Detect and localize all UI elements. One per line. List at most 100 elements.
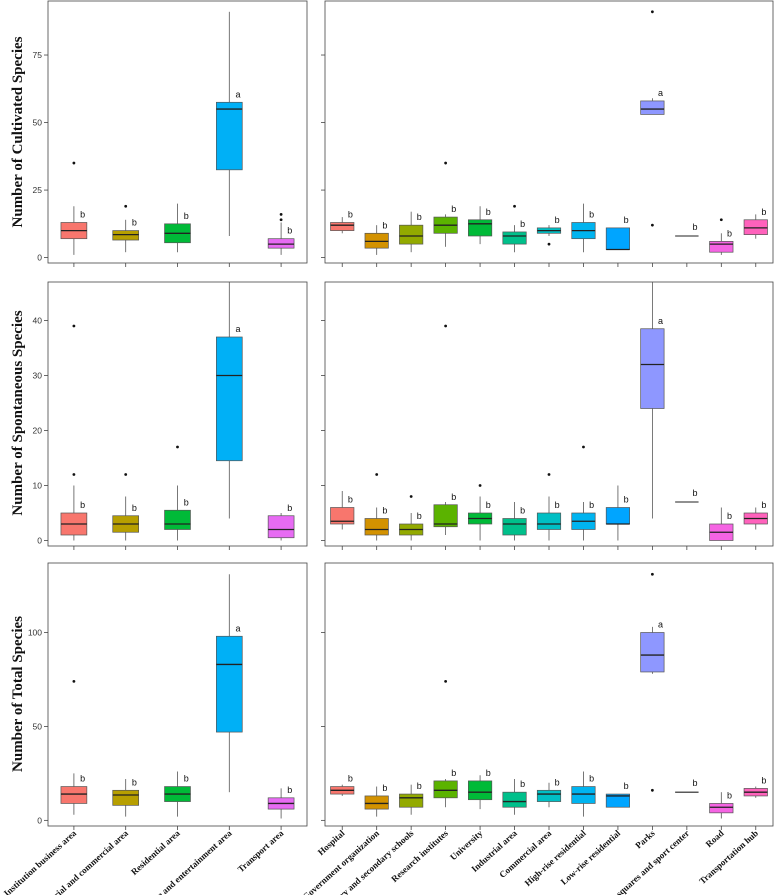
significance-letter: b xyxy=(555,215,560,225)
outlier-point xyxy=(279,218,283,222)
box-leisure-and-entertainment-area: a xyxy=(216,11,243,267)
category-label: High-rise residential xyxy=(523,828,588,888)
iqr-box xyxy=(536,512,562,530)
iqr-box xyxy=(536,789,562,802)
category-label: Transportation hub xyxy=(697,828,760,886)
significance-letter: b xyxy=(417,781,422,791)
category-label: Transport area xyxy=(236,828,286,875)
significance-letter: b xyxy=(451,768,456,778)
y-tick-label: 10 xyxy=(33,481,43,491)
iqr-box xyxy=(640,328,665,409)
iqr-box xyxy=(502,791,527,808)
box-industrial-and-commercial-area: b xyxy=(112,204,139,267)
outlier-point xyxy=(124,473,128,476)
significance-letter: b xyxy=(589,500,594,510)
box-leisure-and-entertainment-area: a xyxy=(216,282,243,550)
box-transportation-hub: b xyxy=(743,500,768,550)
outlier-point xyxy=(444,324,448,328)
y-axis-title: Number of Cultivated Species xyxy=(10,36,26,227)
category-label: Parks xyxy=(633,828,657,851)
y-tick-label: 100 xyxy=(28,628,42,638)
iqr-box xyxy=(433,780,458,799)
significance-letter: b xyxy=(382,220,387,230)
significance-letter: b xyxy=(382,783,387,793)
outlier-point xyxy=(547,473,551,476)
significance-letter: b xyxy=(184,497,189,507)
box-institution-business-area: b xyxy=(60,324,88,550)
iqr-box xyxy=(468,219,493,237)
y-axis-title: Number of Total Species xyxy=(10,616,26,772)
box-low-rise-residential: b xyxy=(605,485,630,550)
outlier-point xyxy=(650,572,654,576)
box-road: b xyxy=(709,507,734,550)
y-tick-label: 0 xyxy=(37,536,42,546)
outlier-point xyxy=(582,445,585,449)
significance-letter: b xyxy=(287,226,292,236)
box-parks: a xyxy=(640,282,665,550)
outlier-point xyxy=(444,161,448,165)
significance-letter: b xyxy=(589,209,594,219)
significance-letter: b xyxy=(692,488,697,498)
significance-letter: b xyxy=(486,768,491,778)
significance-letter: b xyxy=(486,500,491,510)
iqr-box xyxy=(364,795,389,810)
iqr-box xyxy=(364,232,389,249)
iqr-box xyxy=(60,786,88,804)
box-primary-and-secondary-schools: b xyxy=(399,495,424,550)
box-government-organization: b xyxy=(364,220,389,267)
y-tick-label: 25 xyxy=(33,185,43,195)
box-institution-business-area: b xyxy=(60,161,88,267)
outlier-point xyxy=(176,445,179,449)
outlier-point xyxy=(72,324,76,328)
box-industrial-area: b xyxy=(502,204,527,267)
category-label: Residential area xyxy=(129,828,182,877)
box-low-rise-residential: b xyxy=(605,215,630,267)
iqr-box xyxy=(112,230,139,241)
outlier-point xyxy=(72,161,76,165)
iqr-box xyxy=(216,635,243,733)
significance-letter: b xyxy=(417,511,422,521)
significance-letter: b xyxy=(520,506,525,516)
iqr-box xyxy=(216,101,243,171)
outlier-point xyxy=(547,242,551,246)
y-tick-label: 50 xyxy=(33,721,43,731)
significance-letter: b xyxy=(624,781,629,791)
box-transportation-hub: b xyxy=(743,207,768,267)
iqr-box xyxy=(399,793,424,808)
iqr-box xyxy=(216,336,243,462)
outlier-point xyxy=(72,473,76,476)
category-label: Hospital xyxy=(316,828,347,858)
significance-letter: a xyxy=(658,88,663,98)
y-axis-title: Number of Spontaneous Species xyxy=(10,310,26,515)
box-research-institutes: b xyxy=(433,324,458,550)
significance-letter: b xyxy=(692,778,697,788)
iqr-box xyxy=(468,780,493,801)
iqr-box xyxy=(364,518,389,536)
box-transport-area: b xyxy=(267,503,295,550)
significance-letter: b xyxy=(184,211,189,221)
significance-letter: b xyxy=(348,209,353,219)
iqr-box xyxy=(112,789,139,806)
significance-letter: b xyxy=(692,222,697,232)
significance-letter: b xyxy=(417,212,422,222)
box-government-organization: b xyxy=(364,473,389,550)
iqr-box xyxy=(399,224,424,245)
box-commercial-area: b xyxy=(536,473,562,550)
significance-letter: b xyxy=(520,219,525,229)
box-hospital: b xyxy=(330,209,355,267)
box-industrial-and-commercial-area: b xyxy=(112,473,139,550)
box-town-squares-and-sport-center: b xyxy=(675,222,699,267)
iqr-box xyxy=(164,509,191,530)
significance-letter: b xyxy=(80,209,85,219)
box-residential-area: b xyxy=(164,203,191,267)
significance-letter: b xyxy=(555,777,560,787)
outlier-point xyxy=(478,484,482,487)
box-residential-area: b xyxy=(164,445,191,550)
y-tick-label: 40 xyxy=(33,316,43,326)
outlier-point xyxy=(650,10,654,14)
significance-letter: b xyxy=(132,218,137,228)
outlier-point xyxy=(124,204,128,208)
